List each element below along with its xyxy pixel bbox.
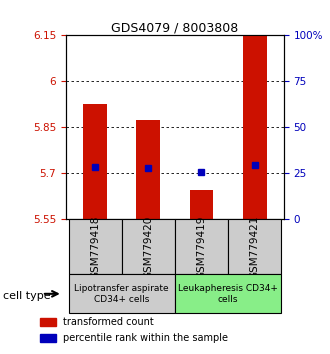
Title: GDS4079 / 8003808: GDS4079 / 8003808 bbox=[111, 21, 239, 34]
Text: percentile rank within the sample: percentile rank within the sample bbox=[63, 333, 228, 343]
Text: Lipotransfer aspirate
CD34+ cells: Lipotransfer aspirate CD34+ cells bbox=[75, 284, 169, 303]
Bar bbox=[69, 219, 122, 274]
Bar bbox=[189, 190, 214, 219]
Text: Leukapheresis CD34+
cells: Leukapheresis CD34+ cells bbox=[178, 284, 278, 303]
Bar bbox=[175, 219, 228, 274]
Text: GSM779421: GSM779421 bbox=[249, 215, 260, 279]
Text: GSM779418: GSM779418 bbox=[90, 215, 100, 279]
Bar bbox=[243, 35, 267, 219]
Text: GSM779420: GSM779420 bbox=[143, 215, 153, 279]
Bar bbox=[69, 274, 175, 313]
Bar bbox=[122, 219, 175, 274]
Text: GSM779419: GSM779419 bbox=[196, 215, 207, 279]
Bar bbox=[228, 219, 281, 274]
Text: transformed count: transformed count bbox=[63, 317, 153, 327]
Bar bbox=[83, 104, 107, 219]
Bar bbox=[175, 274, 281, 313]
Text: cell type: cell type bbox=[3, 291, 51, 301]
Bar bbox=[136, 120, 160, 219]
